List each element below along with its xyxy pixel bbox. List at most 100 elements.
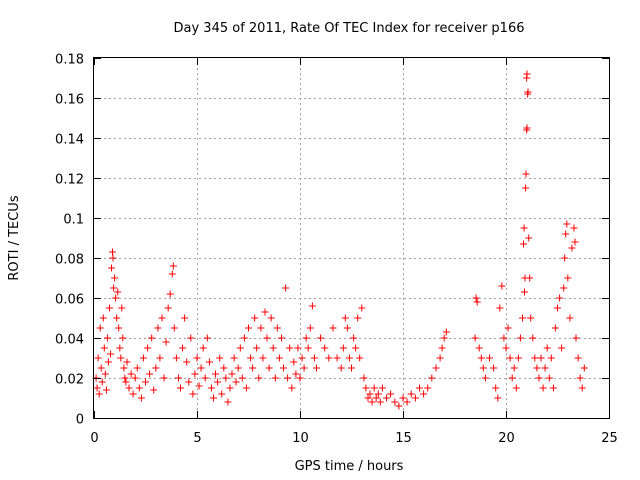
data-point <box>498 282 506 290</box>
x-tick-label: 20 <box>498 431 515 446</box>
data-point <box>420 390 428 398</box>
data-point <box>333 354 341 362</box>
x-tick-label: 10 <box>292 431 309 446</box>
data-point <box>107 350 114 358</box>
data-point <box>438 344 446 352</box>
data-point <box>96 324 104 332</box>
data-point <box>271 374 279 382</box>
data-point <box>257 324 265 332</box>
data-point <box>247 354 255 362</box>
data-point <box>531 354 539 362</box>
data-point <box>115 324 123 332</box>
data-point <box>224 398 232 406</box>
data-point <box>216 354 224 362</box>
data-point <box>395 402 403 410</box>
data-point <box>218 390 226 398</box>
data-point <box>496 304 504 312</box>
data-point <box>376 398 384 406</box>
data-point <box>440 334 448 342</box>
data-point <box>321 344 329 352</box>
data-point <box>545 374 553 382</box>
data-point <box>116 344 124 352</box>
data-point <box>100 344 108 352</box>
data-point <box>158 314 166 322</box>
data-point <box>238 374 246 382</box>
data-point <box>366 390 374 398</box>
data-point <box>220 364 228 372</box>
data-point <box>304 344 312 352</box>
data-point <box>288 384 296 392</box>
data-point <box>362 384 370 392</box>
data-point <box>504 324 512 332</box>
data-point <box>101 370 109 378</box>
data-point <box>348 364 355 372</box>
data-point <box>535 374 543 382</box>
data-point <box>179 344 187 352</box>
data-point <box>378 384 386 392</box>
data-point <box>146 370 154 378</box>
data-point <box>183 358 191 366</box>
y-tick-label: 0.1 <box>63 213 84 228</box>
data-point <box>428 374 436 382</box>
data-point <box>255 374 263 382</box>
data-point <box>156 354 164 362</box>
data-point <box>354 314 362 322</box>
y-tick-label: 0.14 <box>55 133 84 148</box>
data-point <box>110 284 118 292</box>
data-point <box>286 344 294 352</box>
data-point <box>236 344 244 352</box>
data-point <box>232 378 240 386</box>
data-point <box>263 334 271 342</box>
data-point <box>387 390 395 398</box>
plot-frame <box>93 57 610 419</box>
data-point <box>537 354 545 362</box>
data-point <box>391 398 399 406</box>
data-point <box>527 314 535 322</box>
data-point <box>543 344 551 352</box>
data-point <box>214 378 222 386</box>
data-point <box>471 334 479 342</box>
data-point <box>558 344 566 352</box>
data-point <box>181 314 189 322</box>
data-point <box>139 354 147 362</box>
y-tick-label: 0 <box>76 413 84 428</box>
data-point <box>554 304 561 312</box>
data-point <box>556 294 564 302</box>
data-point <box>502 344 510 352</box>
data-point <box>162 338 170 346</box>
x-tick-label: 5 <box>193 431 201 446</box>
data-point <box>308 302 316 310</box>
data-point <box>284 374 292 382</box>
data-point <box>207 384 215 392</box>
data-point <box>310 354 318 362</box>
data-point <box>109 254 117 262</box>
data-point <box>169 262 177 270</box>
data-point <box>117 354 125 362</box>
data-point <box>524 88 532 96</box>
data-point <box>500 334 508 342</box>
data-point <box>313 364 320 372</box>
data-point <box>317 334 325 342</box>
x-axis-label: GPS time / hours <box>295 459 404 474</box>
data-point <box>267 314 275 322</box>
chart-title: Day 345 of 2011, Rate Of TEC Index for r… <box>174 21 525 36</box>
data-point <box>514 354 522 362</box>
data-point <box>508 374 516 382</box>
data-point <box>523 124 531 132</box>
data-point <box>541 364 549 372</box>
data-point <box>533 364 541 372</box>
data-point <box>576 374 584 382</box>
data-point <box>563 220 571 228</box>
data-point <box>148 334 156 342</box>
data-point <box>298 354 306 362</box>
data-point <box>522 170 530 178</box>
data-point <box>561 254 569 262</box>
data-point <box>245 324 252 332</box>
data-point <box>442 328 450 336</box>
data-point <box>94 354 102 362</box>
data-point <box>228 370 236 378</box>
data-point <box>416 384 423 392</box>
data-point <box>97 364 105 372</box>
data-point <box>234 364 242 372</box>
